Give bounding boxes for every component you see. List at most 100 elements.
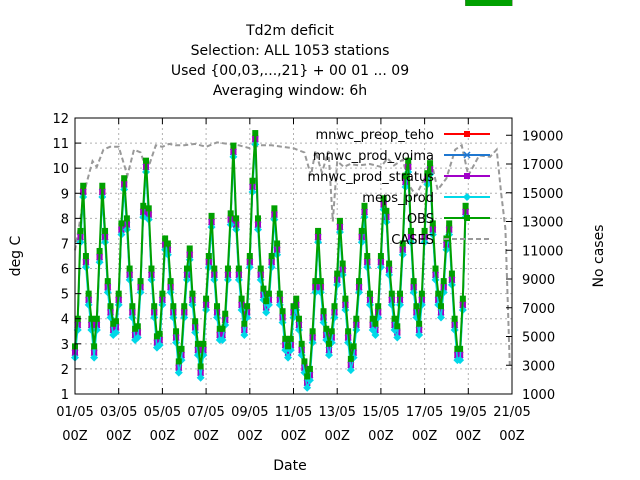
point-OBS [186,245,193,252]
point-OBS [446,220,453,227]
point-OBS [219,325,226,332]
point-OBS [192,318,199,325]
point-OBS [285,343,292,350]
x-tick-date: 15/05 [362,405,399,420]
x-tick-hour: 00Z [324,429,350,444]
point-mnwc_prod_stratus [301,364,308,371]
point-meps_prod [415,331,424,340]
point-OBS [323,325,330,332]
point-OBS [413,303,420,310]
point-OBS [336,217,343,224]
y2-tick-label: 9000 [522,273,555,288]
legend-marker-meps_prod [463,193,471,201]
point-OBS [162,235,169,242]
point-OBS [134,323,141,330]
point-OBS [88,315,95,322]
point-OBS [295,315,302,322]
point-meps_prod [371,331,380,340]
y-tick-label: 11 [52,137,69,152]
point-meps_prod [196,373,205,382]
series-line-OBS [74,133,467,381]
point-OBS [203,295,210,302]
point-OBS [394,323,401,330]
legend-label-meps_prod: meps_prod [362,191,434,206]
point-OBS [448,270,455,277]
point-OBS [427,160,434,167]
point-meps_prod [111,328,120,337]
point-OBS [410,278,417,285]
x-tick-date: 11/05 [275,405,312,420]
y2-tick-label: 15000 [522,187,563,202]
y-tick-label: 12 [52,112,69,127]
point-OBS [230,142,237,149]
point-OBS [112,318,119,325]
point-meps_prod [456,356,465,365]
x-tick-date: 17/05 [406,405,443,420]
point-OBS [82,253,89,259]
x-tick-hour: 00Z [150,429,176,444]
point-OBS [451,315,458,322]
point-mnwc_prod_stratus [285,349,292,356]
point-OBS [148,265,155,272]
legend-marker-OBS [464,215,470,221]
point-OBS [252,130,259,137]
point-meps_prod [174,368,183,377]
point-OBS [145,205,152,212]
x-tick-hour: 00Z [368,429,394,444]
point-OBS [339,260,346,267]
point-OBS [358,227,365,234]
point-OBS [353,315,360,322]
point-OBS [424,170,431,177]
point-OBS [99,182,106,189]
y2-tick-label: 5000 [522,331,555,346]
y2-tick-label: 7000 [522,302,555,317]
axis-ticks: 1234567891011121000300050007000900011000… [52,112,563,444]
point-OBS [421,227,428,234]
point-OBS [208,212,215,219]
x-tick-hour: 00Z [62,429,88,444]
point-OBS [257,265,264,272]
point-OBS [254,215,261,222]
point-OBS [246,253,253,259]
point-OBS [347,355,354,362]
point-OBS [326,340,333,347]
y2-tick-label: 11000 [522,244,563,259]
point-OBS [506,0,513,6]
legend-label-mnwc_prod_stratus: mnwc_prod_stratus [308,170,435,185]
x-tick-hour: 00Z [499,429,525,444]
point-OBS [298,340,305,347]
point-mnwc_prod_stratus [326,347,333,354]
point-OBS [309,328,316,335]
point-OBS [388,290,395,297]
legend-label-OBS: OBS [407,212,434,227]
point-OBS [173,328,180,335]
point-OBS [361,202,368,209]
y2-tick-label: 17000 [522,158,563,173]
point-OBS [167,278,174,285]
point-OBS [386,260,393,267]
point-OBS [178,345,185,352]
point-OBS [402,172,409,179]
point-meps_prod [284,353,293,362]
point-OBS [320,308,327,315]
point-OBS [407,227,414,234]
point-OBS [85,290,92,297]
point-OBS [80,182,87,189]
point-OBS [366,290,373,297]
y-tick-label: 4 [61,313,69,328]
point-OBS [274,240,281,247]
point-meps_prod [240,331,249,340]
point-OBS [164,240,171,247]
legend-label-mnwc_prod_voima: mnwc_prod_voima [313,149,434,164]
point-OBS [293,295,300,302]
point-OBS [170,303,177,310]
point-mnwc_prod_stratus [263,304,270,311]
point-OBS [416,320,423,327]
cases-layer [74,141,511,366]
y-tick-label: 8 [61,212,69,227]
point-OBS [121,175,128,182]
point-OBS [356,278,363,285]
point-OBS [377,253,384,259]
legend-marker-mnwc_prod_voima [463,151,471,159]
